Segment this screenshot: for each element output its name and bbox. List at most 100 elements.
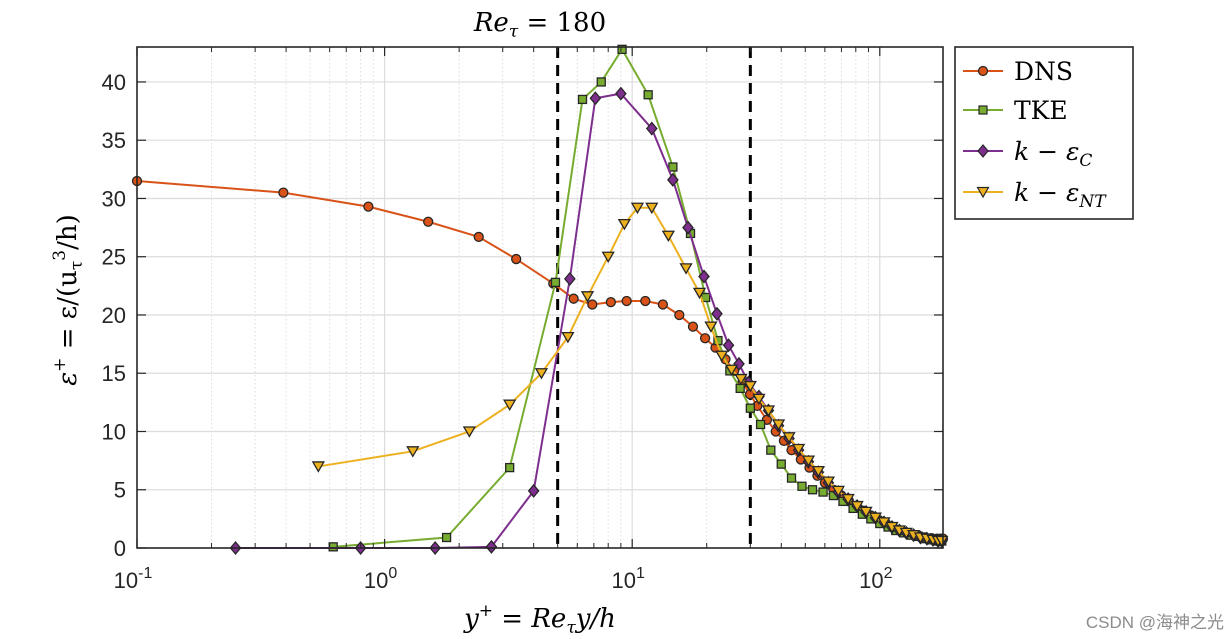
series-tke	[328, 44, 947, 552]
data-point-tke	[441, 532, 452, 543]
y-tick-label: 35	[102, 128, 126, 153]
data-point-tke	[643, 90, 653, 100]
data-point-tke	[668, 162, 678, 172]
data-point-tke	[328, 542, 338, 552]
data-point-dns	[568, 293, 579, 304]
data-point-dns	[278, 187, 289, 198]
y-tick-label: 30	[102, 186, 126, 211]
legend-marker-k-eps-nt	[976, 186, 990, 199]
data-point-k-nt	[782, 432, 796, 444]
series-line-tke	[333, 47, 942, 548]
x-tick-label: 100	[364, 565, 397, 593]
data-point-tke	[797, 481, 807, 491]
data-point-k-nt	[841, 493, 855, 506]
data-point-k-nt	[630, 202, 645, 215]
data-point-k-nt	[617, 218, 632, 231]
data-point-dns	[657, 299, 669, 310]
y-tick-label: 40	[102, 70, 126, 95]
legend: DNS TKE k − εC k − εNT	[954, 46, 1134, 220]
chart-title: Reτ = 180	[473, 8, 606, 42]
data-point-dns	[621, 295, 632, 307]
data-point-k-nt	[679, 263, 693, 275]
data-point-k-nt	[771, 419, 786, 431]
data-point-k-nt	[850, 500, 864, 513]
y-tick-label: 0	[114, 536, 126, 561]
data-point-k-c	[645, 121, 658, 136]
legend-marker-dns	[977, 65, 989, 77]
data-point-k-nt	[752, 393, 766, 406]
legend-label-k-eps-nt: k − εNT	[1014, 178, 1107, 212]
data-point-k-nt	[704, 321, 718, 333]
series-line-k-c	[235, 92, 942, 549]
data-point-k-nt	[801, 455, 816, 467]
legend-marker-k-eps-c	[977, 144, 989, 158]
data-point-k-nt	[692, 287, 707, 300]
y-tick-label: 15	[102, 361, 126, 386]
legend-label-dns: DNS	[1014, 57, 1073, 86]
data-point-dns	[699, 333, 711, 344]
series-k-nt	[311, 202, 949, 548]
data-point-tke	[745, 403, 755, 413]
data-point-k-nt	[462, 426, 477, 438]
y-tick-label: 20	[102, 303, 126, 328]
data-point-k-nt	[561, 331, 575, 344]
data-point-dns	[363, 201, 374, 212]
data-point-k-c	[485, 539, 498, 554]
data-point-tke	[786, 473, 797, 483]
y-tick-label: 10	[102, 419, 126, 444]
legend-label-tke: TKE	[1014, 96, 1068, 125]
data-point-k-nt	[534, 368, 549, 380]
data-point-dns	[423, 216, 434, 227]
legend-entry-k-eps-c: k − εC	[963, 137, 1092, 171]
data-point-k-nt	[791, 443, 806, 456]
data-point-tke	[596, 77, 606, 87]
data-point-k-nt	[406, 446, 420, 458]
data-point-k-nt	[821, 476, 836, 488]
data-point-k-c	[682, 220, 694, 235]
watermark: CSDN @海神之光	[1086, 613, 1224, 632]
data-point-k-c	[722, 338, 735, 353]
data-point-dns	[473, 231, 484, 243]
data-point-k-nt	[811, 465, 826, 478]
legend-marker-tke	[978, 105, 988, 115]
data-point-k-c	[711, 306, 723, 321]
data-point-k-nt	[734, 373, 748, 386]
data-point-k-c	[564, 271, 576, 286]
series-k-c	[229, 86, 948, 556]
data-point-tke	[776, 459, 786, 469]
data-point-k-nt	[935, 535, 949, 548]
data-point-tke	[505, 462, 515, 473]
x-axis-label: y+ = Reτy/h	[463, 601, 616, 638]
data-point-k-nt	[761, 405, 776, 417]
data-point-k-nt	[661, 230, 676, 243]
data-point-tke	[577, 94, 588, 105]
vertical-dashed-lines	[556, 47, 752, 548]
data-point-k-c	[667, 172, 679, 187]
data-point-dns	[640, 295, 651, 307]
data-point-tke	[818, 487, 828, 497]
data-point-k-c	[615, 86, 627, 101]
data-point-k-c	[698, 269, 710, 284]
data-point-k-nt	[743, 380, 757, 393]
data-point-k-c	[527, 483, 540, 498]
data-point-k-nt	[580, 291, 595, 303]
legend-entry-tke: TKE	[963, 96, 1068, 125]
data-point-dns	[674, 309, 685, 321]
data-point-tke	[550, 277, 561, 288]
data-point-k-nt	[831, 485, 845, 498]
y-tick-label: 25	[102, 245, 126, 270]
y-tick-label: 5	[114, 478, 126, 503]
data-point-tke	[617, 44, 627, 54]
legend-entry-k-eps-nt: k − εNT	[963, 178, 1107, 212]
data-point-k-nt	[724, 364, 739, 377]
data-point-k-nt	[859, 506, 873, 519]
data-point-tke	[755, 419, 766, 430]
data-point-k-nt	[715, 350, 729, 363]
data-point-k-nt	[601, 251, 615, 264]
plot-area-frame	[136, 46, 944, 549]
data-point-k-nt	[503, 399, 517, 411]
data-point-dns	[687, 321, 699, 332]
ticks-layer: 10-1 100 101 102 0 5 10 15 20 25 30 35 40	[102, 47, 943, 593]
data-point-dns	[511, 253, 522, 265]
